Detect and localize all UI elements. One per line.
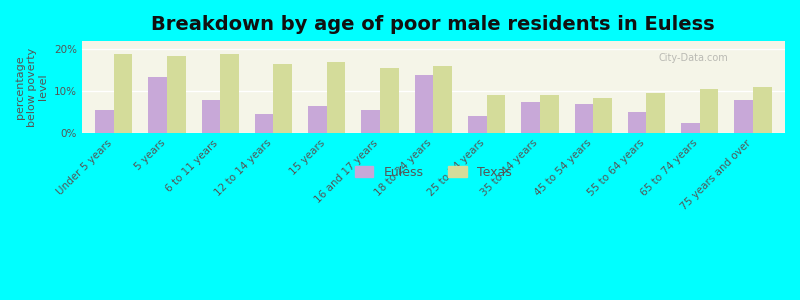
Bar (308, 106, 326, 133)
Bar (486, 95, 506, 133)
Bar (628, 112, 646, 133)
Bar (434, 66, 452, 133)
Bar (380, 68, 398, 133)
Bar (753, 87, 772, 133)
Bar (326, 62, 346, 133)
Bar (362, 110, 380, 133)
Text: City-Data.com: City-Data.com (658, 53, 728, 63)
Bar (114, 54, 132, 133)
Title: Breakdown by age of poor male residents in Euless: Breakdown by age of poor male residents … (151, 15, 715, 34)
Bar (220, 54, 239, 133)
Bar (414, 74, 434, 133)
Bar (681, 123, 700, 133)
Bar (700, 89, 718, 133)
Bar (574, 104, 593, 133)
Bar (202, 100, 220, 133)
Bar (593, 98, 612, 133)
Legend: Euless, Texas: Euless, Texas (350, 161, 517, 184)
Bar (522, 102, 540, 133)
Bar (540, 95, 558, 133)
Y-axis label: percentage
below poverty
level: percentage below poverty level (15, 47, 48, 127)
Bar (254, 114, 274, 133)
Bar (95, 110, 114, 133)
Bar (274, 64, 292, 133)
Bar (148, 76, 167, 133)
Bar (167, 56, 186, 133)
Bar (734, 100, 753, 133)
Bar (468, 116, 486, 133)
Bar (646, 93, 665, 133)
